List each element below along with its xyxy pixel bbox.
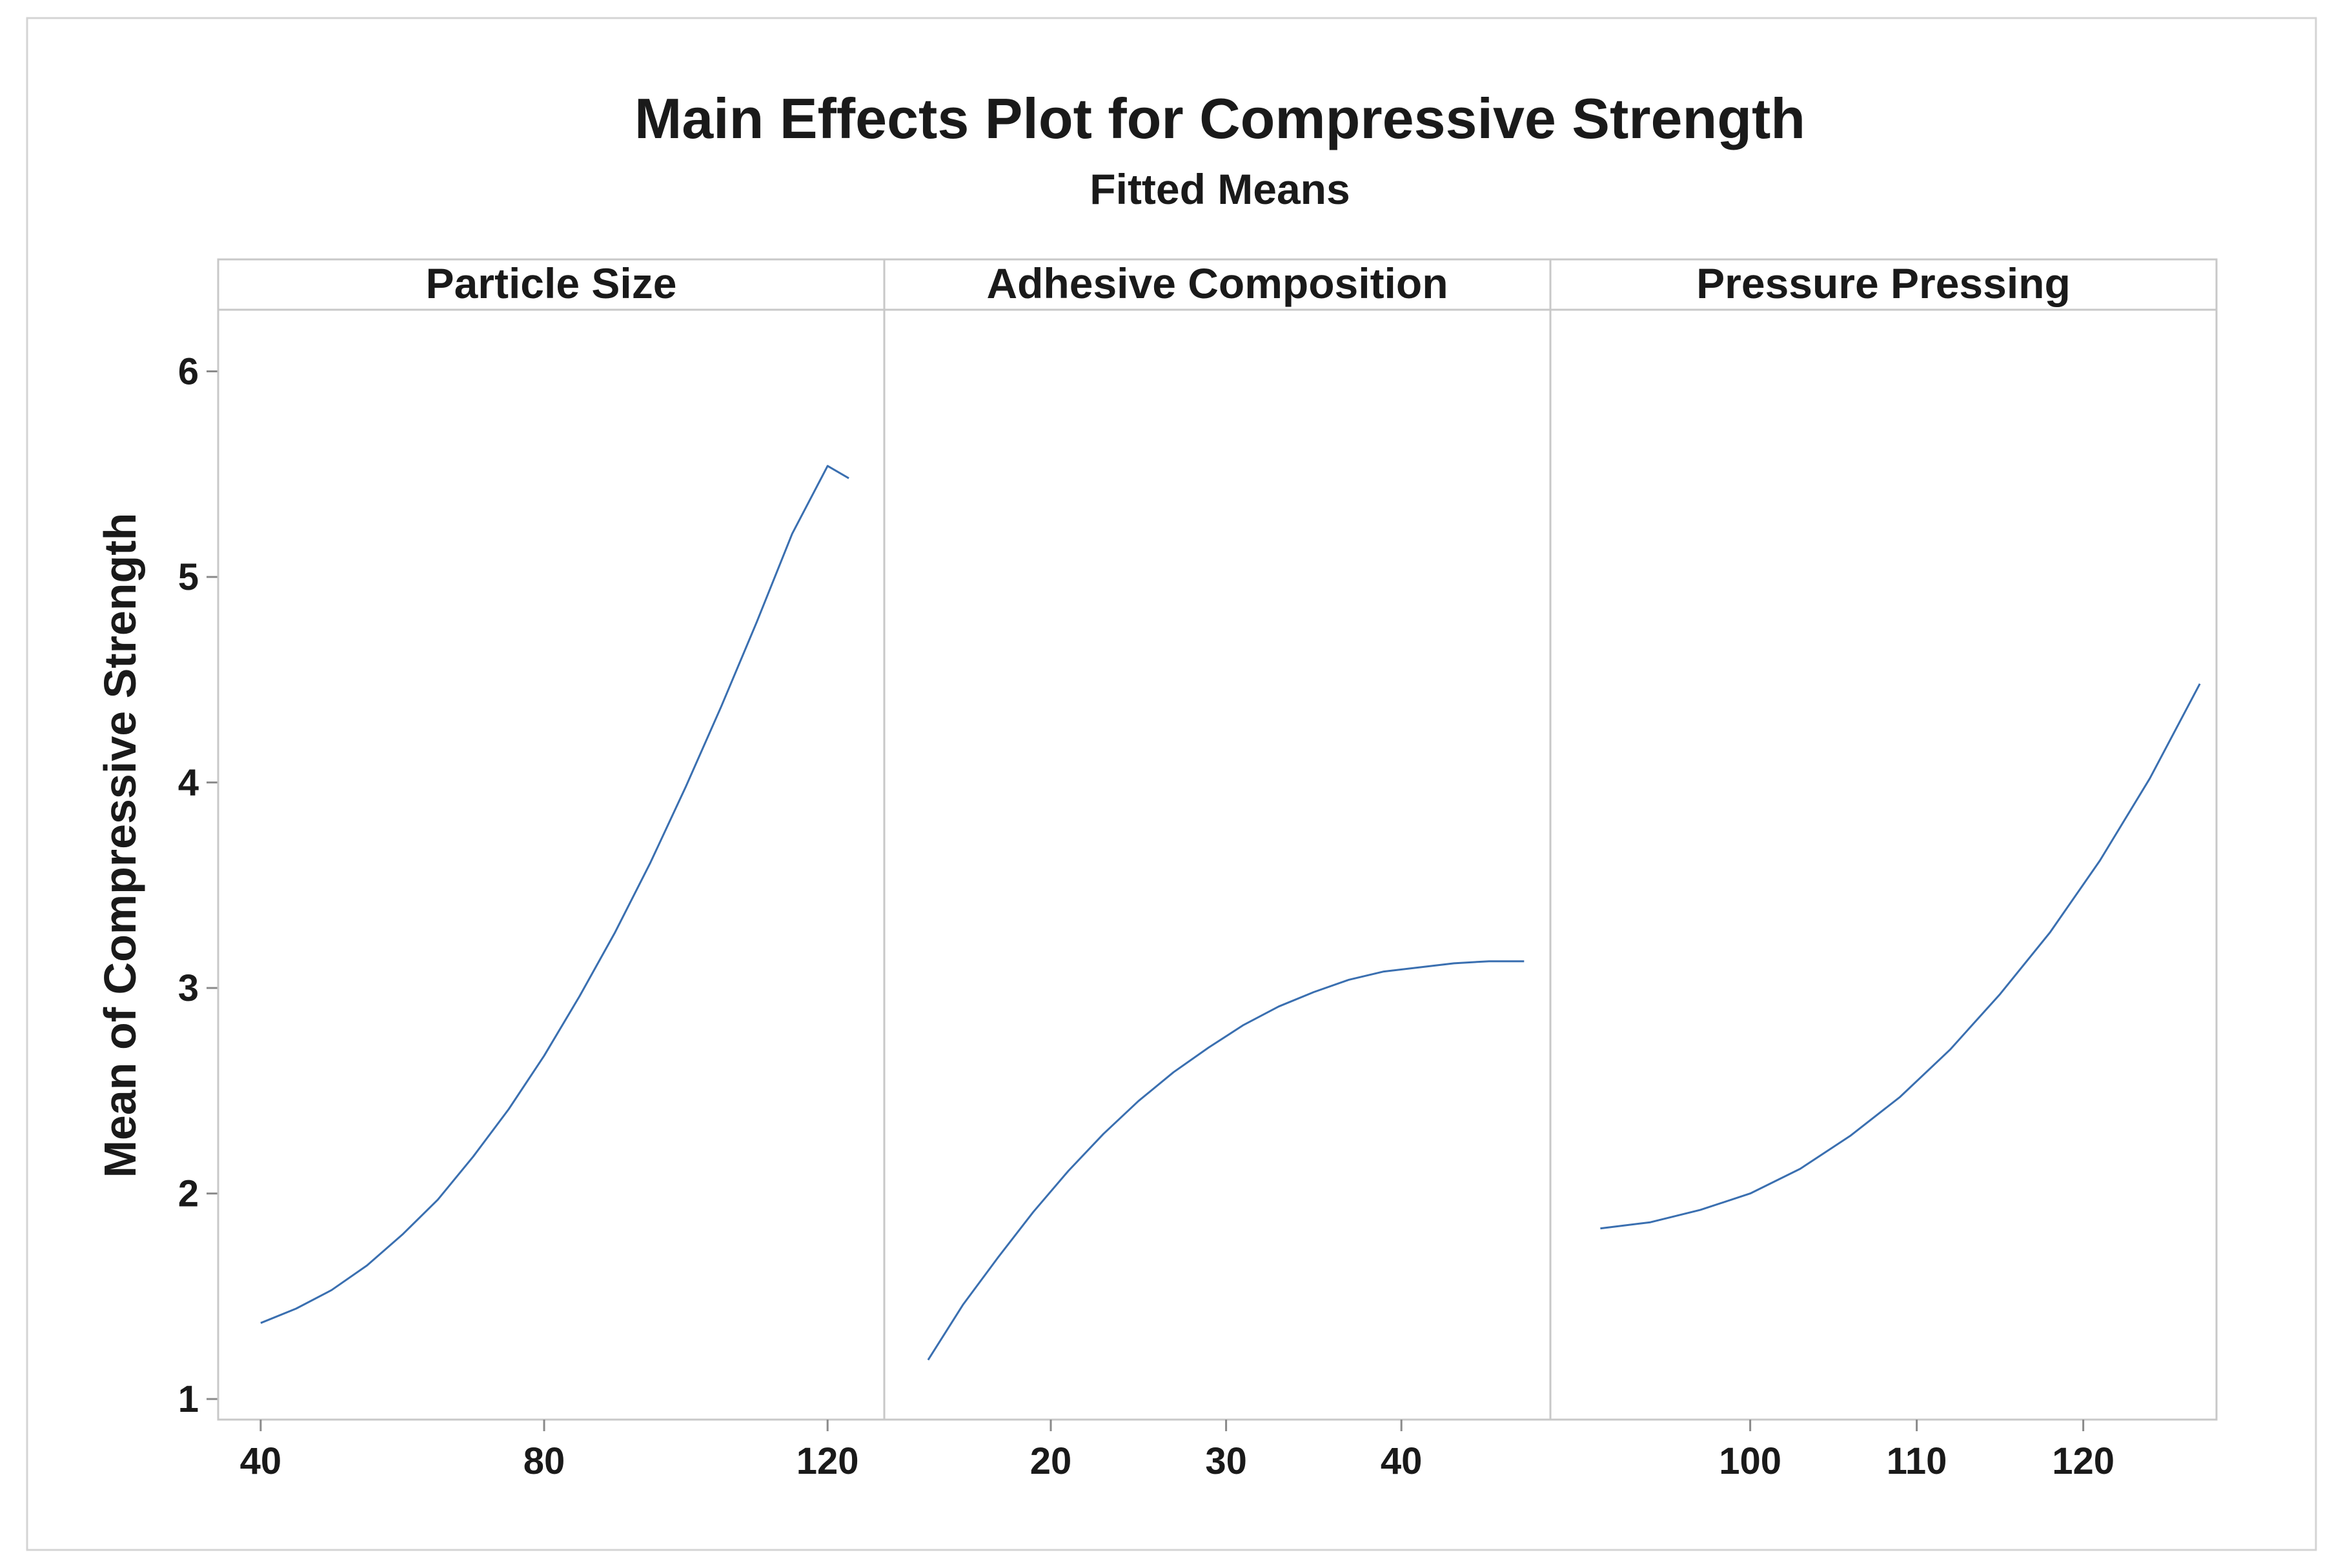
panel-label: Particle Size	[426, 259, 677, 307]
x-tick-label: 120	[796, 1440, 859, 1482]
x-tick-label: 40	[240, 1440, 282, 1482]
x-tick-label: 30	[1205, 1440, 1247, 1482]
panel-adhesive-composition: Adhesive Composition 20 30 40	[883, 258, 1552, 1482]
panels-group: Particle Size 40 80 120 Adhesive Composition…	[217, 258, 2218, 1482]
panel-pressure-pressing: Pressure Pressing 100 110 120	[1549, 258, 2218, 1482]
y-tick-label: 2	[178, 1173, 199, 1215]
chart-title: Main Effects Plot for Compressive Streng…	[634, 86, 1805, 150]
outer-border	[26, 17, 2317, 1551]
x-tick-label: 40	[1381, 1440, 1423, 1482]
x-tick-label: 120	[2052, 1440, 2115, 1482]
x-tick-label: 80	[523, 1440, 565, 1482]
y-tick-label: 3	[178, 967, 199, 1009]
y-axis-label: Mean of Compressive Strength	[95, 513, 145, 1178]
y-tick-label: 4	[178, 762, 199, 804]
x-tick-label: 110	[1887, 1440, 1947, 1482]
panel-frame	[1549, 258, 2218, 1421]
fitted-mean-line	[260, 465, 849, 1324]
panel-label: Pressure Pressing	[1696, 259, 2071, 307]
fitted-mean-line	[927, 960, 1525, 1361]
chart-subtitle: Fitted Means	[1090, 165, 1350, 213]
x-tick-label: 100	[1719, 1440, 1781, 1482]
fitted-mean-line	[1600, 683, 2201, 1230]
y-tick-label: 1	[178, 1378, 199, 1420]
panel-label: Adhesive Composition	[986, 259, 1448, 307]
panel-particle-size: Particle Size 40 80 120	[217, 258, 886, 1482]
y-tick-label: 6	[178, 351, 199, 393]
y-tick-label: 5	[178, 556, 199, 598]
x-tick-label: 20	[1030, 1440, 1072, 1482]
y-axis: 1 2 3 4 5 6	[178, 351, 218, 1420]
